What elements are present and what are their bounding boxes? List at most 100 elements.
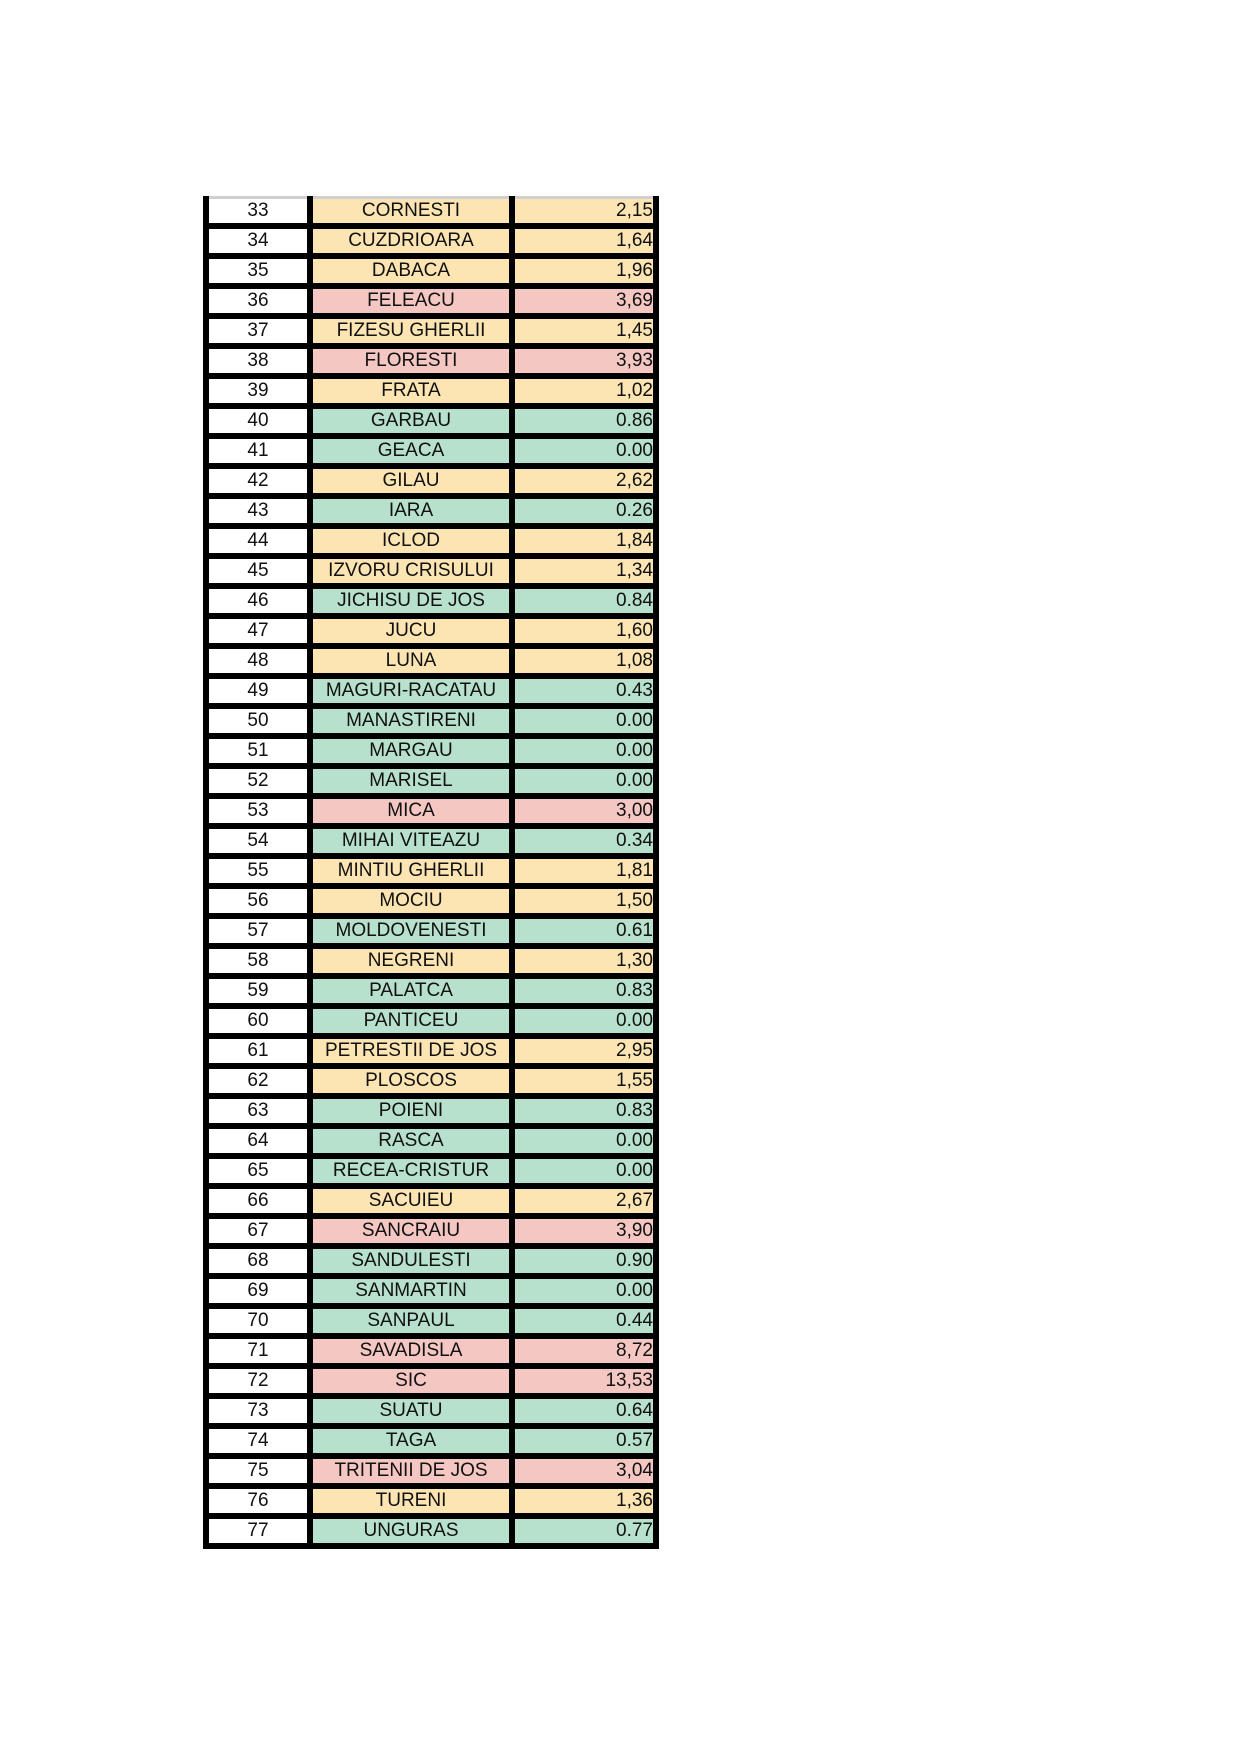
locality-name: CUZDRIOARA xyxy=(310,226,515,259)
table-row: 49 MAGURI-RACATAU 0.43 xyxy=(206,676,656,709)
locality-value: 0.34 xyxy=(512,826,656,859)
locality-name: MANASTIRENI xyxy=(310,706,515,739)
table-row: 77 UNGURAS 0.77 xyxy=(206,1516,656,1549)
locality-name: MIHAI VITEAZU xyxy=(310,826,515,859)
locality-name: RECEA-CRISTUR xyxy=(310,1156,515,1189)
locality-name: MARGAU xyxy=(310,736,515,769)
locality-value: 0.44 xyxy=(512,1306,656,1339)
row-number: 45 xyxy=(206,556,313,589)
locality-value: 3,93 xyxy=(512,346,656,379)
locality-name: NEGRENI xyxy=(310,946,515,979)
row-number: 60 xyxy=(206,1006,313,1039)
table-row: 36 FELEACU 3,69 xyxy=(206,286,656,319)
table-row: 39 FRATA 1,02 xyxy=(206,376,656,409)
locality-name: JUCU xyxy=(310,616,515,649)
table-row: 47 JUCU 1,60 xyxy=(206,616,656,649)
locality-value: 13,53 xyxy=(512,1366,656,1399)
locality-value: 1,08 xyxy=(512,646,656,679)
row-number: 44 xyxy=(206,526,313,559)
locality-value: 1,34 xyxy=(512,556,656,589)
row-number: 33 xyxy=(206,196,313,229)
row-number: 53 xyxy=(206,796,313,829)
row-number: 39 xyxy=(206,376,313,409)
locality-name: SANCRAIU xyxy=(310,1216,515,1249)
locality-value: 1,02 xyxy=(512,376,656,409)
locality-value: 0.90 xyxy=(512,1246,656,1279)
row-number: 42 xyxy=(206,466,313,499)
locality-name: MOLDOVENESTI xyxy=(310,916,515,949)
table-row: 67 SANCRAIU 3,90 xyxy=(206,1216,656,1249)
table-row: 75 TRITENII DE JOS 3,04 xyxy=(206,1456,656,1489)
row-number: 58 xyxy=(206,946,313,979)
table-row: 34 CUZDRIOARA 1,64 xyxy=(206,226,656,259)
locality-name: MAGURI-RACATAU xyxy=(310,676,515,709)
row-number: 73 xyxy=(206,1396,313,1429)
data-table: 33 CORNESTI 2,15 34 CUZDRIOARA 1,64 35 DABACA 1,… xyxy=(203,196,659,1549)
row-number: 66 xyxy=(206,1186,313,1219)
locality-value: 0.84 xyxy=(512,586,656,619)
row-number: 67 xyxy=(206,1216,313,1249)
table-row: 74 TAGA 0.57 xyxy=(206,1426,656,1459)
locality-value: 0.00 xyxy=(512,1276,656,1309)
table-row: 35 DABACA 1,96 xyxy=(206,256,656,289)
locality-value: 0.86 xyxy=(512,406,656,439)
locality-value: 0.43 xyxy=(512,676,656,709)
row-number: 40 xyxy=(206,406,313,439)
locality-value: 2,15 xyxy=(512,196,656,229)
row-number: 69 xyxy=(206,1276,313,1309)
locality-value: 3,00 xyxy=(512,796,656,829)
locality-name: TAGA xyxy=(310,1426,515,1459)
locality-name: PALATCA xyxy=(310,976,515,1009)
table-row: 72 SIC 13,53 xyxy=(206,1366,656,1399)
locality-name: FLORESTI xyxy=(310,346,515,379)
locality-name: SAVADISLA xyxy=(310,1336,515,1369)
locality-name: GILAU xyxy=(310,466,515,499)
table-row: 44 ICLOD 1,84 xyxy=(206,526,656,559)
locality-value: 0.26 xyxy=(512,496,656,529)
locality-name: FELEACU xyxy=(310,286,515,319)
row-number: 63 xyxy=(206,1096,313,1129)
table-row: 70 SANPAUL 0.44 xyxy=(206,1306,656,1339)
row-number: 70 xyxy=(206,1306,313,1339)
table-row: 63 POIENI 0.83 xyxy=(206,1096,656,1129)
locality-name: PANTICEU xyxy=(310,1006,515,1039)
table-row: 57 MOLDOVENESTI 0.61 xyxy=(206,916,656,949)
row-number: 56 xyxy=(206,886,313,919)
locality-value: 0.57 xyxy=(512,1426,656,1459)
table-row: 45 IZVORU CRISULUI 1,34 xyxy=(206,556,656,589)
locality-value: 3,69 xyxy=(512,286,656,319)
locality-value: 1,50 xyxy=(512,886,656,919)
locality-name: JICHISU DE JOS xyxy=(310,586,515,619)
row-number: 61 xyxy=(206,1036,313,1069)
row-number: 71 xyxy=(206,1336,313,1369)
locality-value: 2,62 xyxy=(512,466,656,499)
table-row: 38 FLORESTI 3,93 xyxy=(206,346,656,379)
row-number: 34 xyxy=(206,226,313,259)
locality-name: SANPAUL xyxy=(310,1306,515,1339)
locality-value: 0.83 xyxy=(512,976,656,1009)
row-number: 49 xyxy=(206,676,313,709)
locality-name: MICA xyxy=(310,796,515,829)
locality-value: 0.77 xyxy=(512,1516,656,1549)
locality-value: 1,60 xyxy=(512,616,656,649)
locality-value: 0.83 xyxy=(512,1096,656,1129)
locality-value: 1,45 xyxy=(512,316,656,349)
locality-value: 8,72 xyxy=(512,1336,656,1369)
row-number: 46 xyxy=(206,586,313,619)
table-row: 50 MANASTIRENI 0.00 xyxy=(206,706,656,739)
table-row: 54 MIHAI VITEAZU 0.34 xyxy=(206,826,656,859)
locality-name: GARBAU xyxy=(310,406,515,439)
table-row: 55 MINTIU GHERLII 1,81 xyxy=(206,856,656,889)
locality-value: 0.00 xyxy=(512,1156,656,1189)
locality-value: 2,95 xyxy=(512,1036,656,1069)
locality-value: 2,67 xyxy=(512,1186,656,1219)
table-row: 68 SANDULESTI 0.90 xyxy=(206,1246,656,1279)
table-row: 76 TURENI 1,36 xyxy=(206,1486,656,1519)
row-number: 57 xyxy=(206,916,313,949)
table-row: 41 GEACA 0.00 xyxy=(206,436,656,469)
row-number: 75 xyxy=(206,1456,313,1489)
locality-value: 0.00 xyxy=(512,1006,656,1039)
locality-name: IARA xyxy=(310,496,515,529)
locality-value: 0.64 xyxy=(512,1396,656,1429)
row-number: 65 xyxy=(206,1156,313,1189)
